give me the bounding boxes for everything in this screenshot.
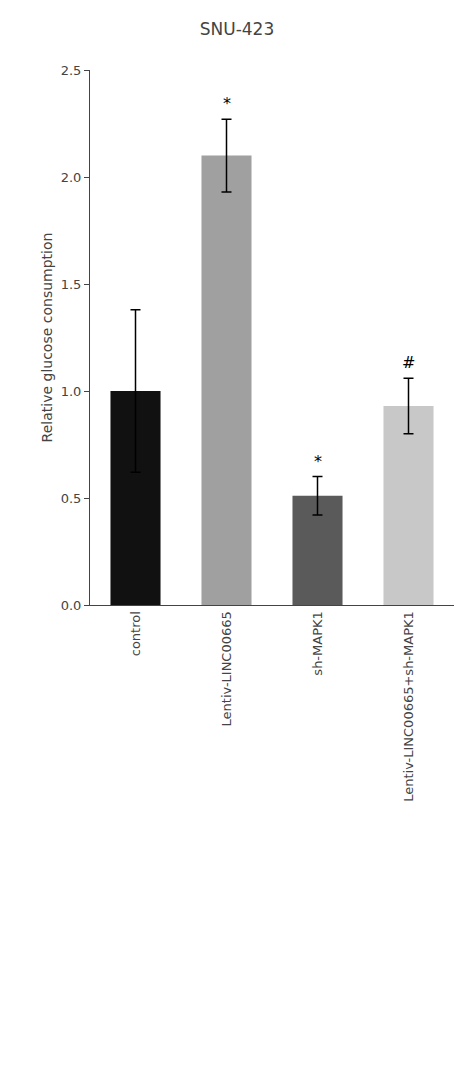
- svg-text:Relative glucose consumption: Relative glucose consumption: [39, 233, 55, 443]
- svg-text:Lentiv-LINC00665: Lentiv-LINC00665: [219, 611, 234, 726]
- svg-text:0.0: 0.0: [61, 598, 82, 613]
- svg-text:SNU-423: SNU-423: [200, 19, 275, 39]
- svg-text:#: #: [402, 353, 415, 372]
- svg-text:sh-MAPK1: sh-MAPK1: [310, 611, 325, 675]
- svg-text:*: *: [223, 94, 231, 113]
- svg-text:2.5: 2.5: [61, 63, 82, 78]
- svg-text:control: control: [128, 611, 143, 656]
- svg-text:Lentiv-LINC00665+sh-MAPK1: Lentiv-LINC00665+sh-MAPK1: [401, 611, 416, 802]
- svg-text:*: *: [314, 452, 322, 471]
- svg-text:1.5: 1.5: [61, 277, 82, 292]
- svg-text:1.0: 1.0: [61, 384, 82, 399]
- svg-text:2.0: 2.0: [61, 170, 82, 185]
- svg-text:0.5: 0.5: [61, 491, 82, 506]
